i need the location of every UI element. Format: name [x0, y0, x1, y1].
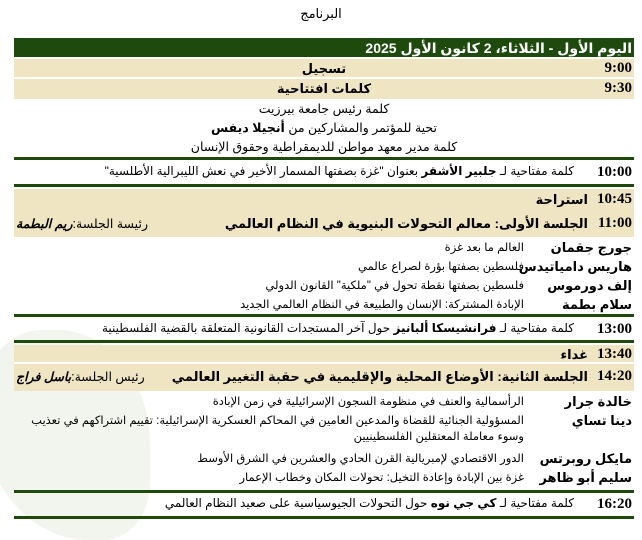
- time: 14:20: [597, 368, 632, 384]
- divider: [14, 314, 634, 317]
- text: فلسطين بصفتها نقطة تحول في "ملكية" القان…: [265, 280, 524, 292]
- speaker-row: سلام بطمة الإبادة المشتركة: الإنسان والطب…: [14, 295, 634, 314]
- time: 10:00: [597, 164, 632, 180]
- opening-row: 9:30 كلمات افتتاحية: [14, 79, 634, 99]
- keynote3-row: 16:20 كلمة مفتاحية لـ كي جي نوه حول التح…: [14, 493, 634, 516]
- text: إلف دورموس: [547, 278, 632, 293]
- text: سليم أبو ظاهر: [539, 470, 632, 485]
- time: 9:30: [604, 80, 633, 96]
- label: كلمات افتتاحية: [276, 81, 372, 96]
- time: 13:00: [597, 321, 632, 337]
- divider: [14, 157, 634, 160]
- time: 9:00: [604, 60, 633, 76]
- text: كلمة مفتاحية لـ: [499, 164, 574, 178]
- text: رئيس الجلسة:: [71, 370, 145, 384]
- time: 11:00: [597, 215, 632, 231]
- text: ريم البطمة: [16, 217, 73, 231]
- keynote-text: كلمة مفتاحية لـ جلبير الأشقر بعنوان "غزة…: [105, 164, 574, 178]
- speaker-row: خالدة جرار الرأسمالية والعنف في منظومة ال…: [14, 392, 634, 411]
- day-header: اليوم الأول - الثلاثاء، 2 كانون الأول 20…: [14, 38, 634, 59]
- speaker-row: مايكل روبرتس الدور الاقتصادي لإمبريالية ا…: [14, 449, 634, 468]
- text: فلسطين بصفتها بؤرة لصراع عالمي: [358, 261, 524, 273]
- divider: [14, 490, 634, 493]
- keynote-text: كلمة مفتاحية لـ كي جي نوه حول التحولات ا…: [165, 496, 574, 510]
- time: 13:40: [597, 346, 632, 362]
- text: باسل فراج: [16, 370, 72, 384]
- label: تسجيل: [301, 61, 347, 76]
- text: هاريس دامياتيدس: [518, 259, 632, 274]
- text: الدور الاقتصادي لإمبريالية القرن الحادي …: [197, 453, 524, 465]
- text: خالدة جرار: [564, 394, 632, 409]
- text: غزة بين الإبادة وإعادة التخيل: تحولات ال…: [239, 472, 524, 484]
- text: كلمة مفتاحية لـ: [499, 321, 574, 335]
- text: فرانشيسكا ألبانيز: [393, 321, 497, 335]
- text: تحية للمؤتمر والمشاركين من: [288, 121, 437, 135]
- text: كي جي نوه: [430, 496, 497, 510]
- session-title: الجلسة الأولى: معالم التحولات البنيوية ف…: [224, 216, 588, 231]
- text: بعنوان "غزة بصفتها المسمار الأخير في نعش…: [104, 164, 419, 178]
- text: العالم ما بعد غزة: [444, 242, 524, 254]
- speaker-row: هاريس دامياتيدس فلسطين بصفتها بؤرة لصراع …: [14, 257, 634, 276]
- label: غداء: [560, 347, 589, 362]
- text: الإبادة المشتركة: الإنسان والطبيعة في ال…: [240, 299, 524, 311]
- text: حول التحولات الجيوسياسية على صعيد النظام…: [164, 496, 428, 510]
- divider: [14, 184, 634, 187]
- opening-lines: كلمة رئيس جامعة بيرزيت تحية للمؤتمر والم…: [14, 99, 634, 157]
- chair: رئيسة الجلسة:ريم البطمة: [16, 216, 148, 231]
- divider: [14, 340, 634, 343]
- chair: رئيس الجلسة:باسل فراج: [16, 369, 145, 384]
- text: جلبير الأشقر: [421, 164, 497, 178]
- speaker-row: جورج جقمان العالم ما بعد غزة: [14, 238, 634, 257]
- session2-speakers: خالدة جرار الرأسمالية والعنف في منظومة ال…: [14, 391, 634, 490]
- time: 16:20: [597, 496, 632, 512]
- keynote1-row: 10:00 كلمة مفتاحية لـ جلبير الأشقر بعنوا…: [14, 160, 634, 184]
- text: حول آخر المستجدات القانونية المتعلقة بال…: [102, 321, 391, 335]
- registration-row: 9:00 تسجيل: [14, 59, 634, 79]
- keynote2-row: 13:00 كلمة مفتاحية لـ فرانشيسكا ألبانيز …: [14, 317, 634, 340]
- text: مايكل روبرتس: [539, 451, 632, 466]
- text: المسؤولية الجنائية للقضاة والمدعين العام…: [31, 415, 524, 443]
- session1-band: 10:45 استراحة 11:00 الجلسة الأولى: معالم…: [14, 189, 634, 237]
- session-title: الجلسة الثانية: الأوضاع المحلية والإقليم…: [171, 369, 588, 384]
- speaker: أنجيلا ديفس: [211, 121, 285, 135]
- time: 10:45: [597, 191, 632, 207]
- program-table: اليوم الأول - الثلاثاء، 2 كانون الأول 20…: [14, 38, 634, 519]
- line: كلمة مدير معهد مواطن للديمقراطية وحقوق ا…: [190, 140, 458, 154]
- line: كلمة رئيس جامعة بيرزيت: [258, 102, 390, 116]
- speaker-row: إلف دورموس فلسطين بصفتها نقطة تحول في "مل…: [14, 276, 634, 295]
- speaker-row: دينا تساي المسؤولية الجنائية للقضاة والمد…: [14, 411, 634, 449]
- text: رئيسة الجلسة:: [72, 217, 148, 231]
- session2-header: 14:20 الجلسة الثانية: الأوضاع المحلية وا…: [14, 364, 634, 391]
- text: الرأسمالية والعنف في منظومة السجون الإسر…: [212, 396, 524, 408]
- session1-speakers: جورج جقمان العالم ما بعد غزة هاريس داميات…: [14, 237, 634, 314]
- page-title: البرنامج: [300, 6, 342, 21]
- text: جورج جقمان: [550, 240, 632, 255]
- label: استراحة: [535, 192, 588, 207]
- divider: [14, 516, 634, 519]
- text: دينا تساي: [571, 413, 632, 428]
- speaker-row: سليم أبو ظاهر غزة بين الإبادة وإعادة التخ…: [14, 468, 634, 487]
- keynote-text: كلمة مفتاحية لـ فرانشيسكا ألبانيز حول آخ…: [102, 321, 574, 335]
- text: سلام بطمة: [562, 297, 632, 312]
- lunch-row: 13:40 غداء: [14, 345, 634, 364]
- text: كلمة مفتاحية لـ: [499, 496, 574, 510]
- line: تحية للمؤتمر والمشاركين من أنجيلا ديفس: [14, 119, 634, 138]
